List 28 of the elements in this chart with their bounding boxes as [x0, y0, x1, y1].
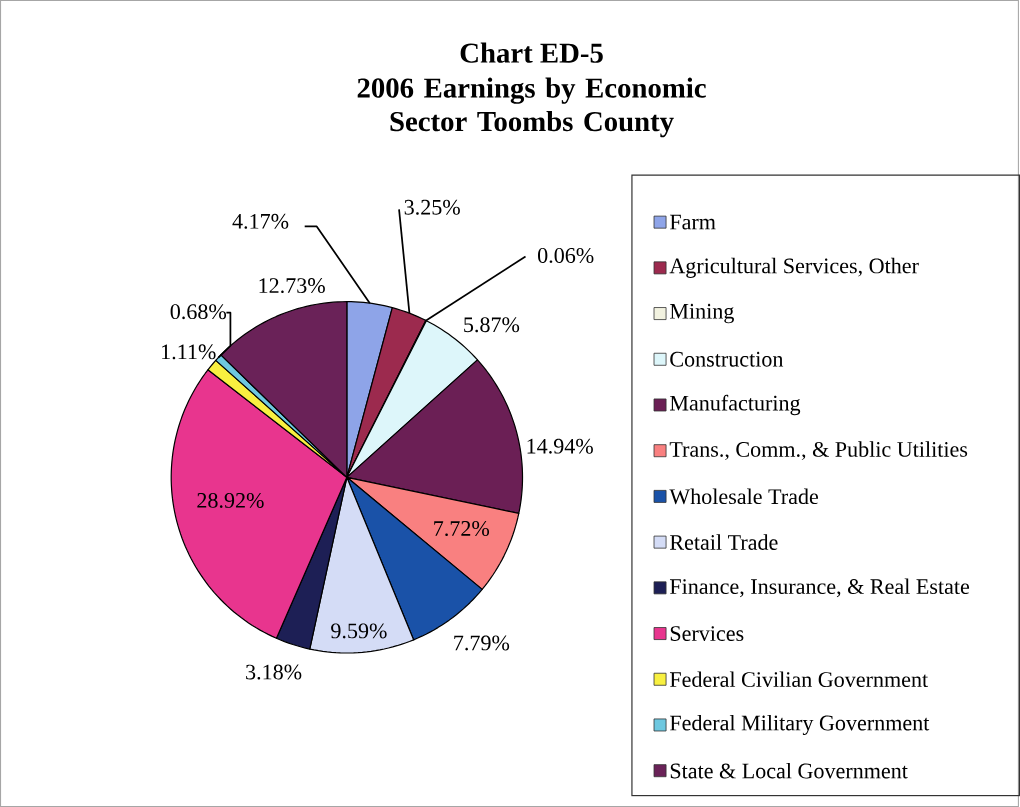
- data-label: 5.87%: [464, 317, 520, 333]
- legend-label: State & Local Government: [670, 762, 908, 779]
- chart-title: Chart ED-5: [460, 42, 603, 63]
- legend-label: Agricultural Services, Other: [669, 257, 919, 278]
- legend-label: Farm: [669, 214, 716, 230]
- data-label: 0.68%: [170, 304, 227, 320]
- data-label: 7.72%: [434, 520, 490, 536]
- data-label: 14.94%: [527, 438, 593, 454]
- legend-label: Trans., Comm., & Public Utilities: [669, 441, 968, 460]
- data-label: 28.92%: [197, 492, 264, 508]
- data-label: 1.11%: [162, 344, 216, 360]
- data-label: 4.17%: [232, 213, 289, 229]
- legend-label: Finance, Insurance, & Real Estate: [669, 578, 970, 598]
- data-label: 3.25%: [404, 199, 460, 215]
- legend-label: Retail Trade: [669, 534, 778, 550]
- legend-label: Federal Civilian Government: [669, 671, 929, 687]
- legend-label: Construction: [670, 351, 784, 367]
- legend-label: Manufacturing: [669, 394, 801, 416]
- data-label: 9.59%: [331, 623, 387, 639]
- data-label: 12.73%: [259, 278, 325, 294]
- legend-label: Mining: [669, 303, 734, 324]
- legend-label: Services: [670, 626, 744, 641]
- data-label: 3.18%: [246, 664, 302, 680]
- chart-subtitle: 2006 Earnings by Economic Sector Toombs County: [357, 77, 706, 138]
- data-label: 0.06%: [538, 247, 594, 263]
- data-label: 7.79%: [454, 635, 510, 651]
- legend-label: Federal Military Government: [669, 714, 930, 735]
- legend-label: Wholesale Trade: [669, 488, 819, 505]
